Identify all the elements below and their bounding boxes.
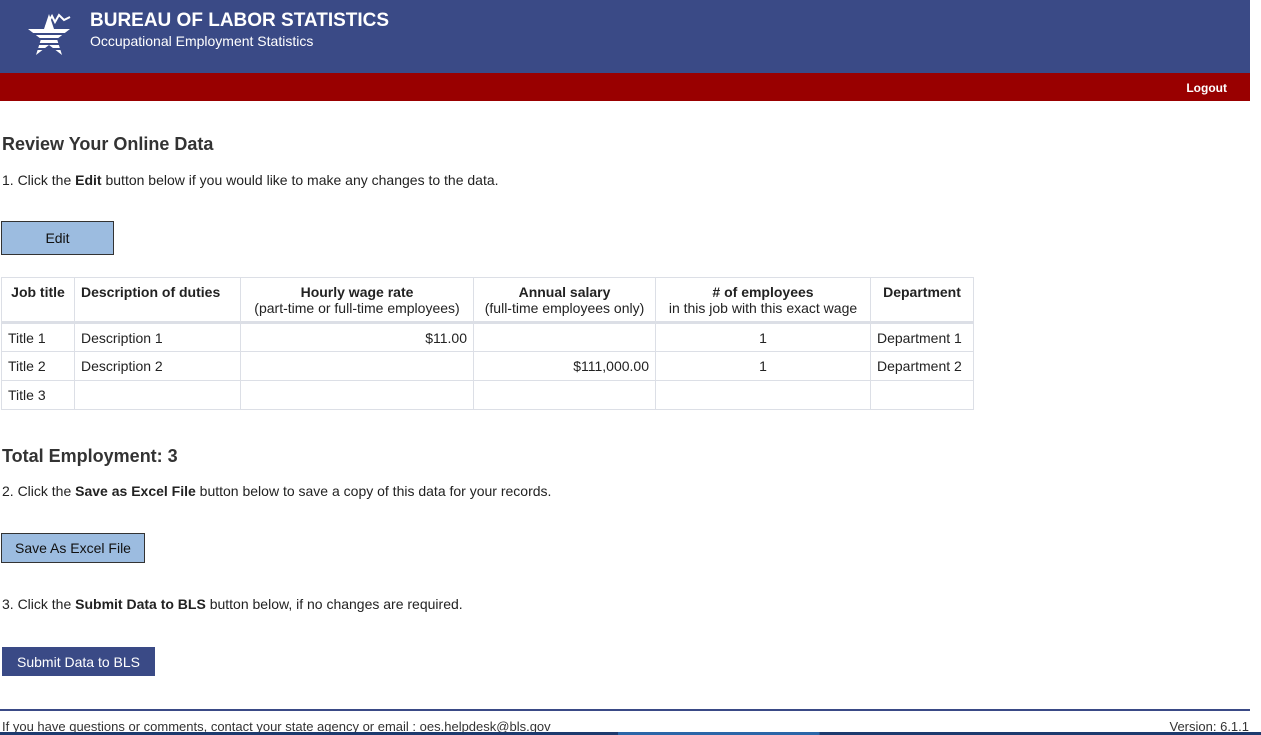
version-label: Version: 6.1.1 xyxy=(1169,719,1250,734)
col-department: Department xyxy=(870,277,974,324)
bottom-bar xyxy=(0,732,1261,735)
table-cell xyxy=(870,380,974,410)
table-cell: 1 xyxy=(655,351,871,381)
agency-title: BUREAU OF LABOR STATISTICS xyxy=(90,10,390,31)
header: BUREAU OF LABOR STATISTICS Occupational … xyxy=(0,0,1250,73)
table-row: Title 2 Description 2 $111,000.00 1 Departme… xyxy=(1,351,974,381)
table-cell: Department 2 xyxy=(870,351,974,381)
step3-instruction: 3. Click the Submit Data to BLS button b… xyxy=(2,596,463,612)
col-job-title: Job title xyxy=(1,277,75,324)
step2-instruction: 2. Click the Save as Excel File button b… xyxy=(2,483,552,499)
submit-button[interactable]: Submit Data to BLS xyxy=(2,647,155,676)
bls-star-logo-icon xyxy=(26,13,72,55)
table-row: Title 3 xyxy=(1,380,974,410)
table-cell: Title 3 xyxy=(1,380,75,410)
data-table: Job title Description of duties Hourly w… xyxy=(1,277,974,410)
footer-contact: If you have questions or comments, conta… xyxy=(2,719,551,734)
col-annual-salary: Annual salary (full-time employees only) xyxy=(473,277,656,324)
table-cell: $11.00 xyxy=(240,322,474,352)
table-cell xyxy=(74,380,241,410)
save-excel-button[interactable]: Save As Excel File xyxy=(1,533,145,563)
nav-bar: Logout xyxy=(0,73,1250,101)
page-title: Review Your Online Data xyxy=(2,134,214,154)
table-cell xyxy=(473,322,656,352)
program-subtitle: Occupational Employment Statistics xyxy=(90,33,314,49)
table-cell: $111,000.00 xyxy=(473,351,656,381)
table-cell xyxy=(240,351,474,381)
table-cell xyxy=(655,380,871,410)
table-row: Title 1 Description 1 $11.00 1 Department 1 xyxy=(1,322,974,352)
total-employment: Total Employment: 3 xyxy=(2,446,178,466)
table-cell: Title 1 xyxy=(1,322,75,352)
table-header-row: Job title Description of duties Hourly w… xyxy=(1,277,974,324)
col-employees: # of employees in this job with this exac… xyxy=(655,277,871,324)
footer-divider xyxy=(0,709,1250,711)
table-cell: Title 2 xyxy=(1,351,75,381)
table-cell xyxy=(240,380,474,410)
logout-link[interactable]: Logout xyxy=(1186,81,1227,95)
table-cell: Department 1 xyxy=(870,322,974,352)
helpdesk-email-link[interactable]: oes.helpdesk@bls.gov xyxy=(419,719,551,734)
table-cell: 1 xyxy=(655,322,871,352)
col-description: Description of duties xyxy=(74,277,241,324)
table-cell xyxy=(473,380,656,410)
table-cell: Description 2 xyxy=(74,351,241,381)
step1-instruction: 1. Click the Edit button below if you wo… xyxy=(2,172,499,188)
edit-button[interactable]: Edit xyxy=(1,221,114,255)
table-cell: Description 1 xyxy=(74,322,241,352)
col-hourly-wage: Hourly wage rate (part-time or full-time … xyxy=(240,277,474,324)
